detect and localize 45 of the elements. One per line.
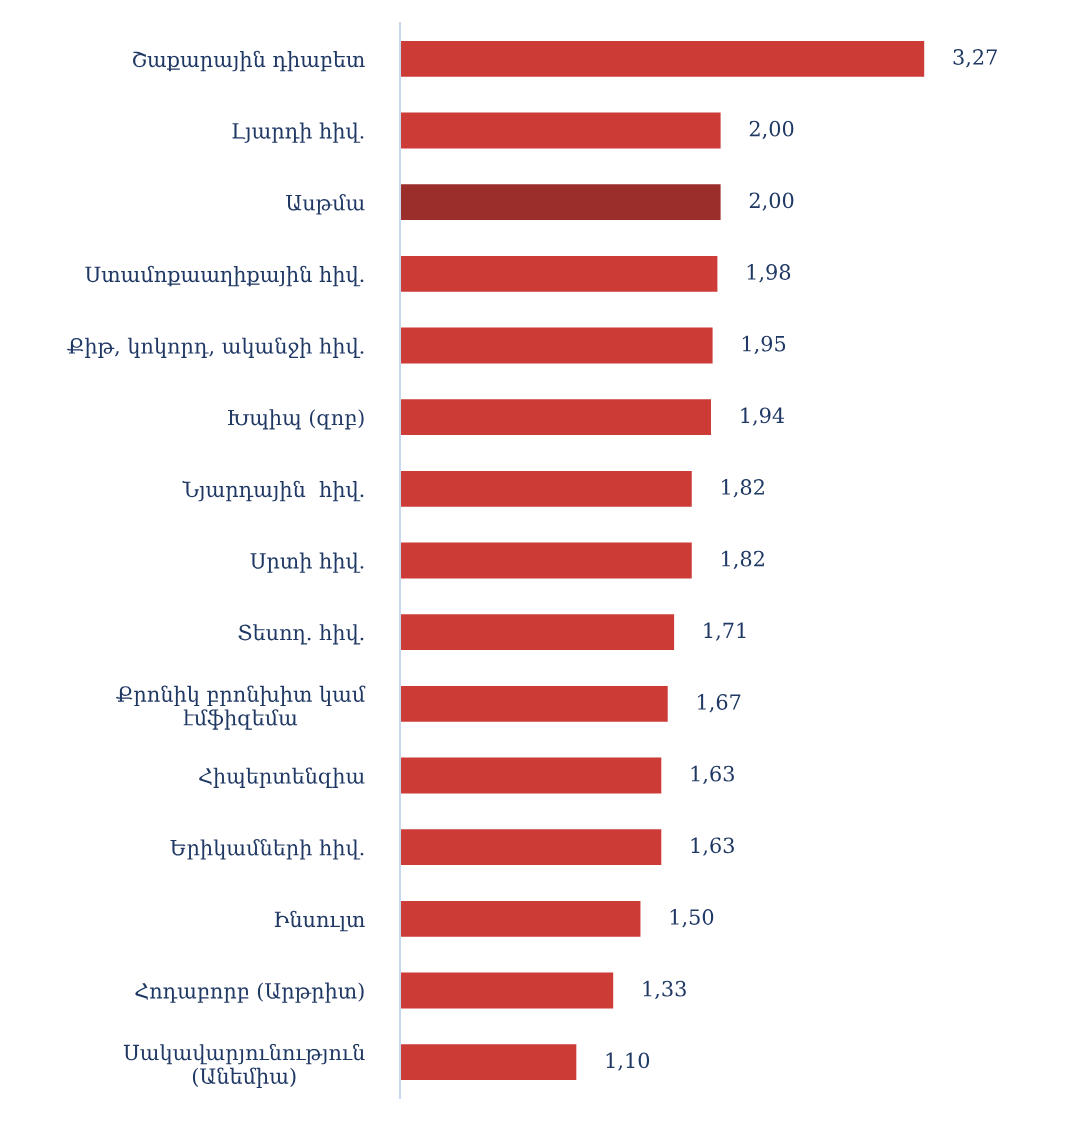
data-label: 2,00 <box>749 120 794 140</box>
data-label: 1,63 <box>691 765 734 785</box>
data-label: 1,94 <box>741 407 785 426</box>
bar <box>400 470 692 507</box>
bar <box>400 399 711 436</box>
bar <box>400 1044 577 1081</box>
bar <box>400 327 713 364</box>
bar <box>400 184 721 221</box>
y-tick-label: Տեսող. հիվ. <box>238 624 364 645</box>
data-label: 1,33 <box>643 980 686 1000</box>
bar <box>400 614 675 651</box>
bar <box>400 40 925 77</box>
data-label: 1,50 <box>670 909 714 928</box>
y-tick-label: Շաքարային դիաբետ <box>133 50 365 72</box>
y-tick-label: Ասթմա <box>286 194 365 215</box>
bar <box>400 112 721 149</box>
y-tick-label: Քրոնիկ բրոնխիտ կամ էմֆիզեմա <box>115 685 366 730</box>
y-tick-label: Հիպերտենզիա <box>199 767 365 788</box>
bar <box>400 255 718 292</box>
data-label: 1,67 <box>698 694 741 713</box>
y-tick-label: Ինսուլտ <box>274 910 365 932</box>
data-label: 1,98 <box>747 264 791 283</box>
bar <box>400 685 668 722</box>
y-tick-label: Նյարդային հիվ. <box>182 480 364 502</box>
data-label: 3,27 <box>953 49 997 68</box>
data-label: 1,95 <box>742 335 786 355</box>
y-tick-label: Սակավարյունություն (Անեմիա) <box>123 1043 365 1088</box>
bar <box>400 757 662 794</box>
data-label: 1,71 <box>704 622 746 641</box>
bar <box>400 542 692 579</box>
y-tick-label: Սրտի հիվ. <box>250 552 364 573</box>
y-tick-label: Քիթ, կոկորդ, ականջի հիվ. <box>66 337 364 358</box>
y-tick-label: Խպիպ (զոբ) <box>228 409 364 430</box>
y-tick-label: Երիկամների հիվ. <box>170 839 364 860</box>
y-tick-label: Հոդաբորբ (Արթրիտ) <box>135 982 364 1003</box>
data-label: 1,63 <box>691 837 734 856</box>
data-label: 2,00 <box>749 192 794 211</box>
bar <box>400 972 614 1009</box>
y-tick-label: Լյարդի հիվ. <box>232 122 364 143</box>
data-label: 1,82 <box>722 550 764 570</box>
y-tick-label: Ստամոքաաղիքային հիվ. <box>85 265 364 287</box>
bar <box>400 900 641 937</box>
data-label: 1,82 <box>722 479 764 498</box>
bar <box>400 829 662 866</box>
data-label: 1,10 <box>606 1052 650 1071</box>
